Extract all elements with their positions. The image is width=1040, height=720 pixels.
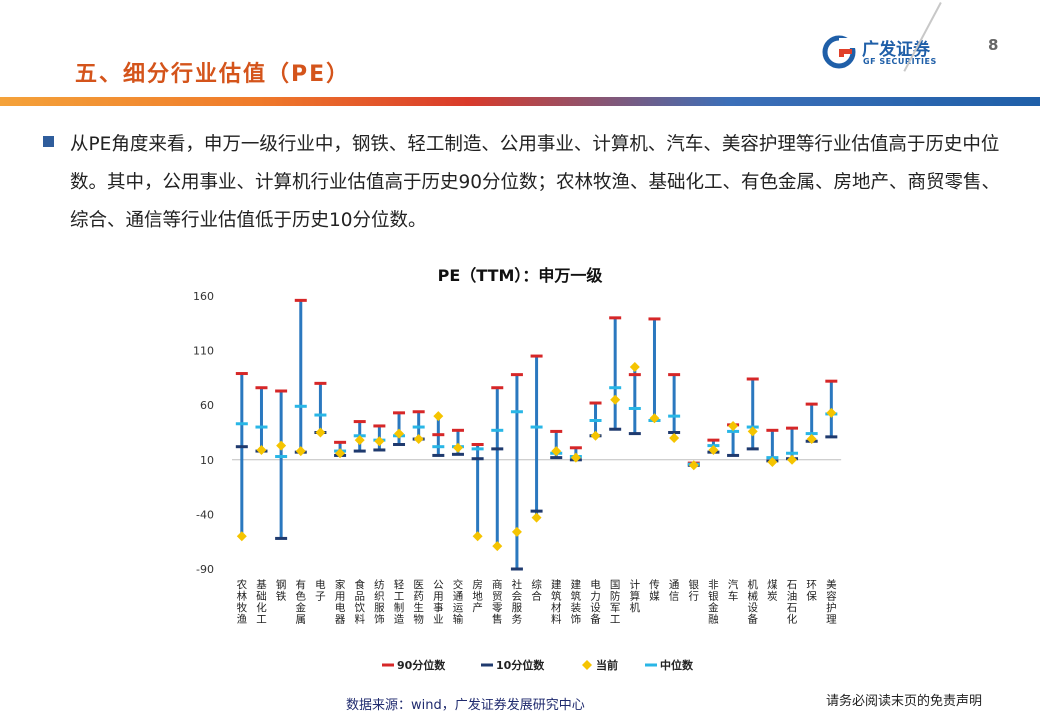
legend-label: 当前 [596, 658, 618, 672]
current-point [354, 435, 365, 446]
x-tick-label: 家用电器 [335, 578, 346, 626]
x-tick-label: 农林牧渔 [237, 578, 248, 626]
disclaimer: 请务必阅读末页的免责声明 [826, 694, 983, 709]
header-color-bar [0, 97, 1040, 106]
current-point [433, 411, 444, 422]
current-point [335, 448, 346, 459]
x-tick-label: 综合 [531, 578, 542, 603]
current-point [374, 436, 385, 447]
x-tick-label: 轻工制造 [394, 578, 405, 626]
x-tick-label: 交通运输 [453, 578, 464, 626]
x-tick-label: 煤炭 [767, 578, 778, 603]
company-logo: 广发证券 GF SECURITIES [822, 35, 957, 69]
x-tick-label: 基础化工 [256, 578, 267, 626]
y-tick-label: 10 [200, 454, 214, 467]
logo-subtext: GF SECURITIES [863, 57, 937, 66]
x-tick-label: 通信 [669, 579, 680, 603]
current-point [767, 456, 778, 467]
x-tick-label: 传媒 [649, 579, 660, 603]
current-point [256, 444, 267, 455]
x-tick-label: 环保 [806, 579, 817, 603]
current-point [276, 440, 287, 451]
x-tick-label: 商贸零售 [492, 578, 503, 626]
current-point [531, 512, 542, 523]
y-tick-label: 160 [193, 290, 214, 303]
y-tick-label: 110 [193, 345, 214, 358]
bullet-icon [43, 136, 54, 147]
x-tick-label: 建筑材料 [551, 578, 562, 626]
chart-title: PE（TTM）：申万一级 [438, 266, 604, 285]
legend-swatch [582, 660, 592, 670]
x-tick-label: 电力设备 [590, 578, 601, 626]
x-tick-label: 建筑装饰 [571, 578, 582, 626]
current-point [394, 428, 405, 439]
x-tick-label: 电子 [315, 578, 326, 603]
x-tick-label: 钢铁 [276, 578, 287, 603]
current-point [590, 430, 601, 441]
current-point [511, 526, 522, 537]
current-point [826, 407, 837, 418]
current-point [629, 361, 640, 372]
x-tick-label: 食品饮料 [354, 578, 365, 626]
current-point [570, 452, 581, 463]
current-point [747, 426, 758, 437]
x-tick-label: 美容护理 [826, 578, 837, 626]
x-axis-labels: 农林牧渔基础化工钢铁有色金属电子家用电器食品饮料纺织服饰轻工制造医药生物公用事业… [237, 578, 838, 626]
current-point [728, 420, 739, 431]
x-tick-label: 房地产 [472, 578, 483, 614]
page-title: 五、细分行业估值（PE） [75, 62, 351, 87]
y-tick-label: -90 [196, 563, 214, 576]
current-point [669, 432, 680, 443]
current-point [492, 541, 503, 552]
current-point [295, 446, 306, 457]
x-tick-label: 计算机 [630, 578, 641, 614]
x-tick-label: 医药生物 [413, 579, 424, 626]
legend-label: 中位数 [660, 658, 694, 672]
chart-marks [235, 298, 838, 571]
current-point [236, 531, 247, 542]
current-point [610, 394, 621, 405]
data-source: 数据来源：wind，广发证券发展研究中心 [346, 698, 585, 713]
x-tick-label: 公用事业 [433, 579, 444, 626]
current-point [708, 444, 719, 455]
current-point [413, 434, 424, 445]
x-tick-label: 汽车 [728, 578, 739, 603]
current-point [649, 413, 660, 424]
current-point [551, 446, 562, 457]
chart-legend: 90分位数 10分位数 当前 中位数 [382, 658, 694, 672]
y-axis: 160 110 60 10 -40 -90 [193, 290, 214, 576]
current-point [688, 460, 699, 471]
gf-logo-icon [822, 35, 856, 69]
x-tick-label: 机械设备 [747, 578, 758, 626]
x-tick-label: 国防军工 [610, 579, 621, 626]
legend-label: 90分位数 [397, 658, 446, 672]
current-point [315, 427, 326, 438]
x-tick-label: 纺织服饰 [374, 578, 385, 626]
x-tick-label: 石油石化 [787, 579, 798, 626]
summary-paragraph: 从PE角度来看，申万一级行业中，钢铁、轻工制造、公用事业、计算机、汽车、美容护理… [70, 134, 1001, 231]
pe-chart: PE（TTM）：申万一级 160 110 60 10 -40 -90 农林牧渔基础化工钢铁… [193, 266, 842, 672]
y-tick-label: -40 [196, 508, 214, 521]
current-point [806, 434, 817, 445]
x-tick-label: 社会服务 [512, 578, 523, 626]
x-tick-label: 有色金属 [296, 578, 307, 626]
x-tick-label: 银行 [689, 578, 700, 603]
current-point [452, 442, 463, 453]
current-point [787, 454, 798, 465]
y-tick-label: 60 [200, 399, 214, 412]
legend-label: 10分位数 [496, 658, 545, 672]
page-number: 8 [988, 36, 999, 54]
current-point [472, 531, 483, 542]
x-tick-label: 非银金融 [708, 579, 719, 626]
